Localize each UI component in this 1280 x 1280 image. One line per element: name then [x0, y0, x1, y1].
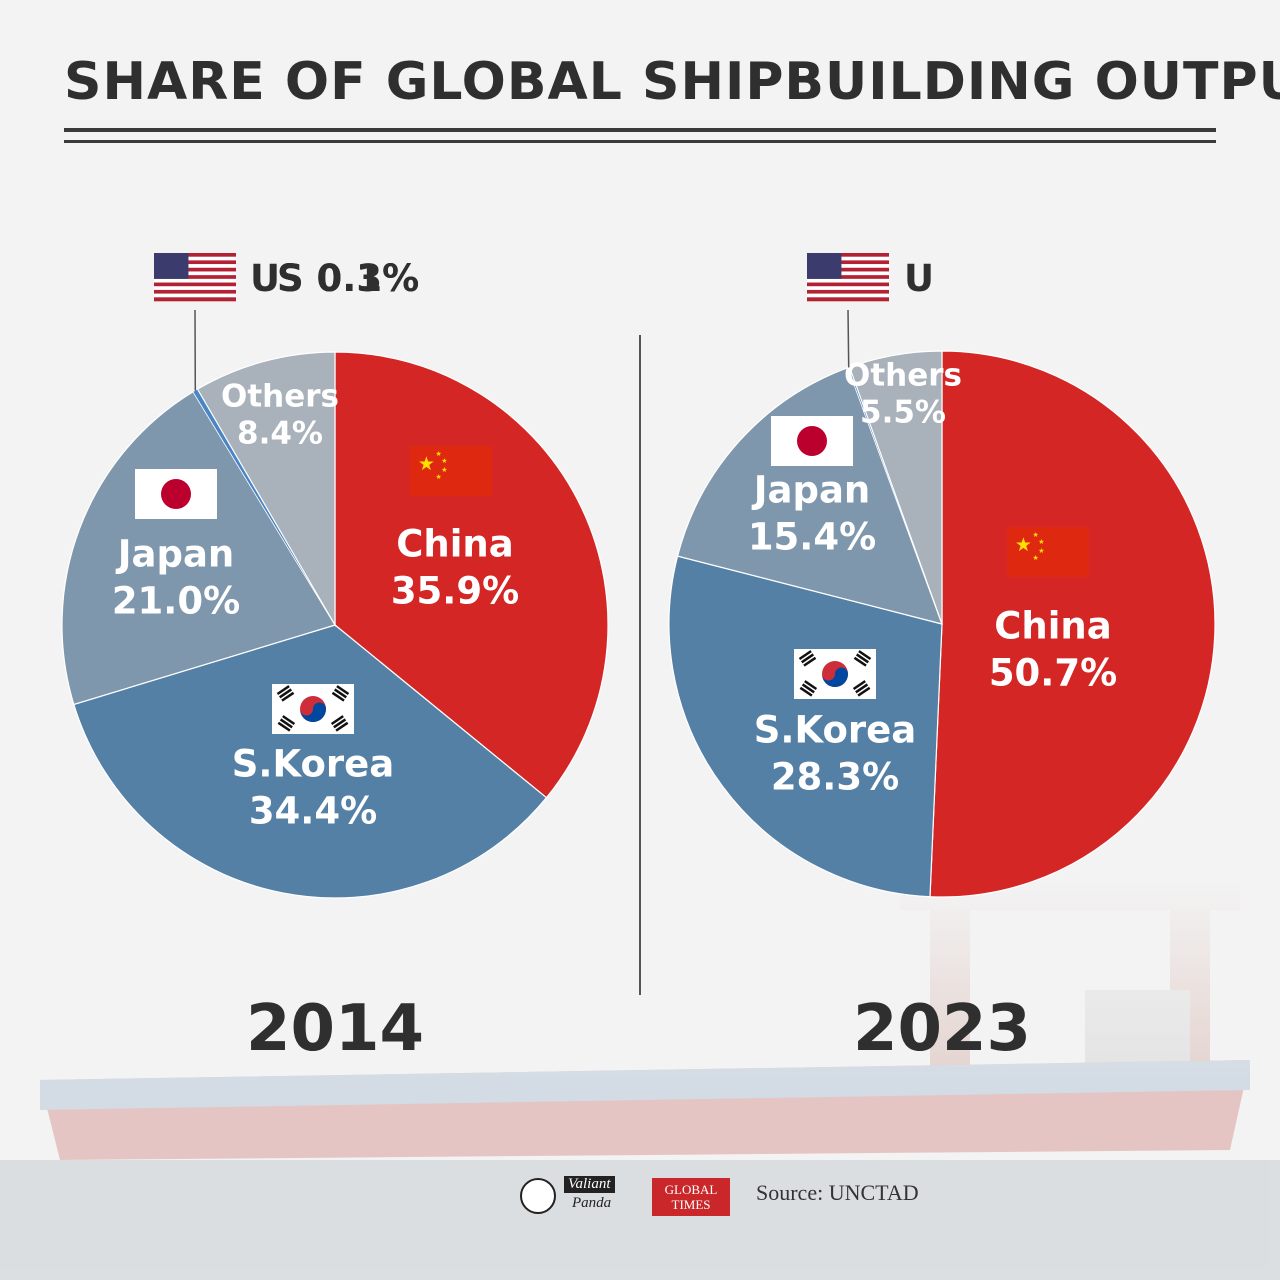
svg-text:★: ★ — [441, 466, 447, 474]
year-2023-label: 2023 — [852, 992, 1032, 1066]
label-s-korea-value-2014: 34.4% — [249, 790, 377, 833]
us-flag-2023 — [807, 253, 889, 302]
label-japan-name-2014: Japan — [115, 533, 235, 576]
slice-china-2014 — [334, 351, 609, 799]
label-china-value-2023: 50.7% — [989, 652, 1117, 695]
global-times-logo: GLOBAL TIMES — [652, 1178, 730, 1216]
japan-flag-2014 — [135, 469, 217, 519]
svg-text:★: ★ — [436, 450, 442, 458]
china-flag-2023: ★ ★★★★ — [1007, 527, 1089, 577]
label-s-korea-name-2023: S.Korea — [754, 709, 916, 752]
slice-china-2023 — [929, 350, 1216, 898]
label-us-2014: US 0.3% — [250, 257, 419, 300]
us-leader-line-2023 — [847, 309, 850, 368]
label-china-value-2014: 35.9% — [391, 570, 519, 613]
label-china-name-2014: China — [396, 523, 514, 566]
page-title: SHARE OF GLOBAL SHIPBUILDING OUTPUT — [64, 52, 1280, 112]
title-rule-top — [64, 128, 1216, 132]
svg-text:★: ★ — [441, 457, 447, 465]
label-japan-value-2014: 21.0% — [112, 580, 240, 623]
label-japan-name-2023: Japan — [751, 469, 871, 512]
svg-text:★: ★ — [1033, 531, 1039, 539]
valiant-panda-logo: Valiant Panda — [520, 1176, 630, 1216]
slice-others-2023 — [848, 350, 943, 625]
year-2014-label: 2014 — [245, 992, 425, 1066]
label-others-name-2023: Others — [844, 358, 962, 394]
slice-others-2014 — [196, 351, 336, 628]
pie-2014 — [61, 351, 609, 899]
slice-s-korea-2023 — [668, 555, 943, 898]
panda-face-icon — [520, 1178, 556, 1214]
logo-valiant-text: Valiant — [564, 1176, 615, 1193]
pie-2023 — [668, 350, 1216, 898]
china-flag-2014: ★ ★★★★ — [410, 446, 492, 496]
svg-text:★: ★ — [1033, 554, 1039, 562]
us-flag-2014 — [154, 253, 236, 302]
svg-text:★: ★ — [1015, 534, 1032, 556]
south-korea-flag-2023 — [794, 649, 876, 699]
svg-text:★: ★ — [418, 453, 435, 475]
svg-text:★: ★ — [1038, 538, 1044, 546]
svg-text:★: ★ — [436, 473, 442, 481]
slice-s-korea-2014 — [73, 624, 548, 899]
slice-japan-2023 — [676, 366, 943, 625]
svg-text:★: ★ — [1038, 547, 1044, 555]
label-s-korea-value-2023: 28.3% — [771, 756, 899, 799]
label-others-value-2023: 5.5% — [860, 395, 946, 431]
label-others-value-2014: 8.4% — [237, 416, 323, 452]
logo-panda-text: Panda — [572, 1195, 612, 1211]
south-korea-flag-2014 — [272, 684, 354, 734]
label-japan-value-2023: 15.4% — [748, 516, 876, 559]
label-s-korea-name-2014: S.Korea — [232, 743, 394, 786]
label-china-name-2023: China — [994, 605, 1112, 648]
source-note: Source: UNCTAD — [756, 1180, 919, 1205]
label-others-name-2014: Others — [221, 379, 339, 415]
title-rule-bottom — [64, 140, 1216, 143]
slice-japan-2014 — [61, 390, 336, 706]
japan-flag-2023 — [771, 416, 853, 466]
